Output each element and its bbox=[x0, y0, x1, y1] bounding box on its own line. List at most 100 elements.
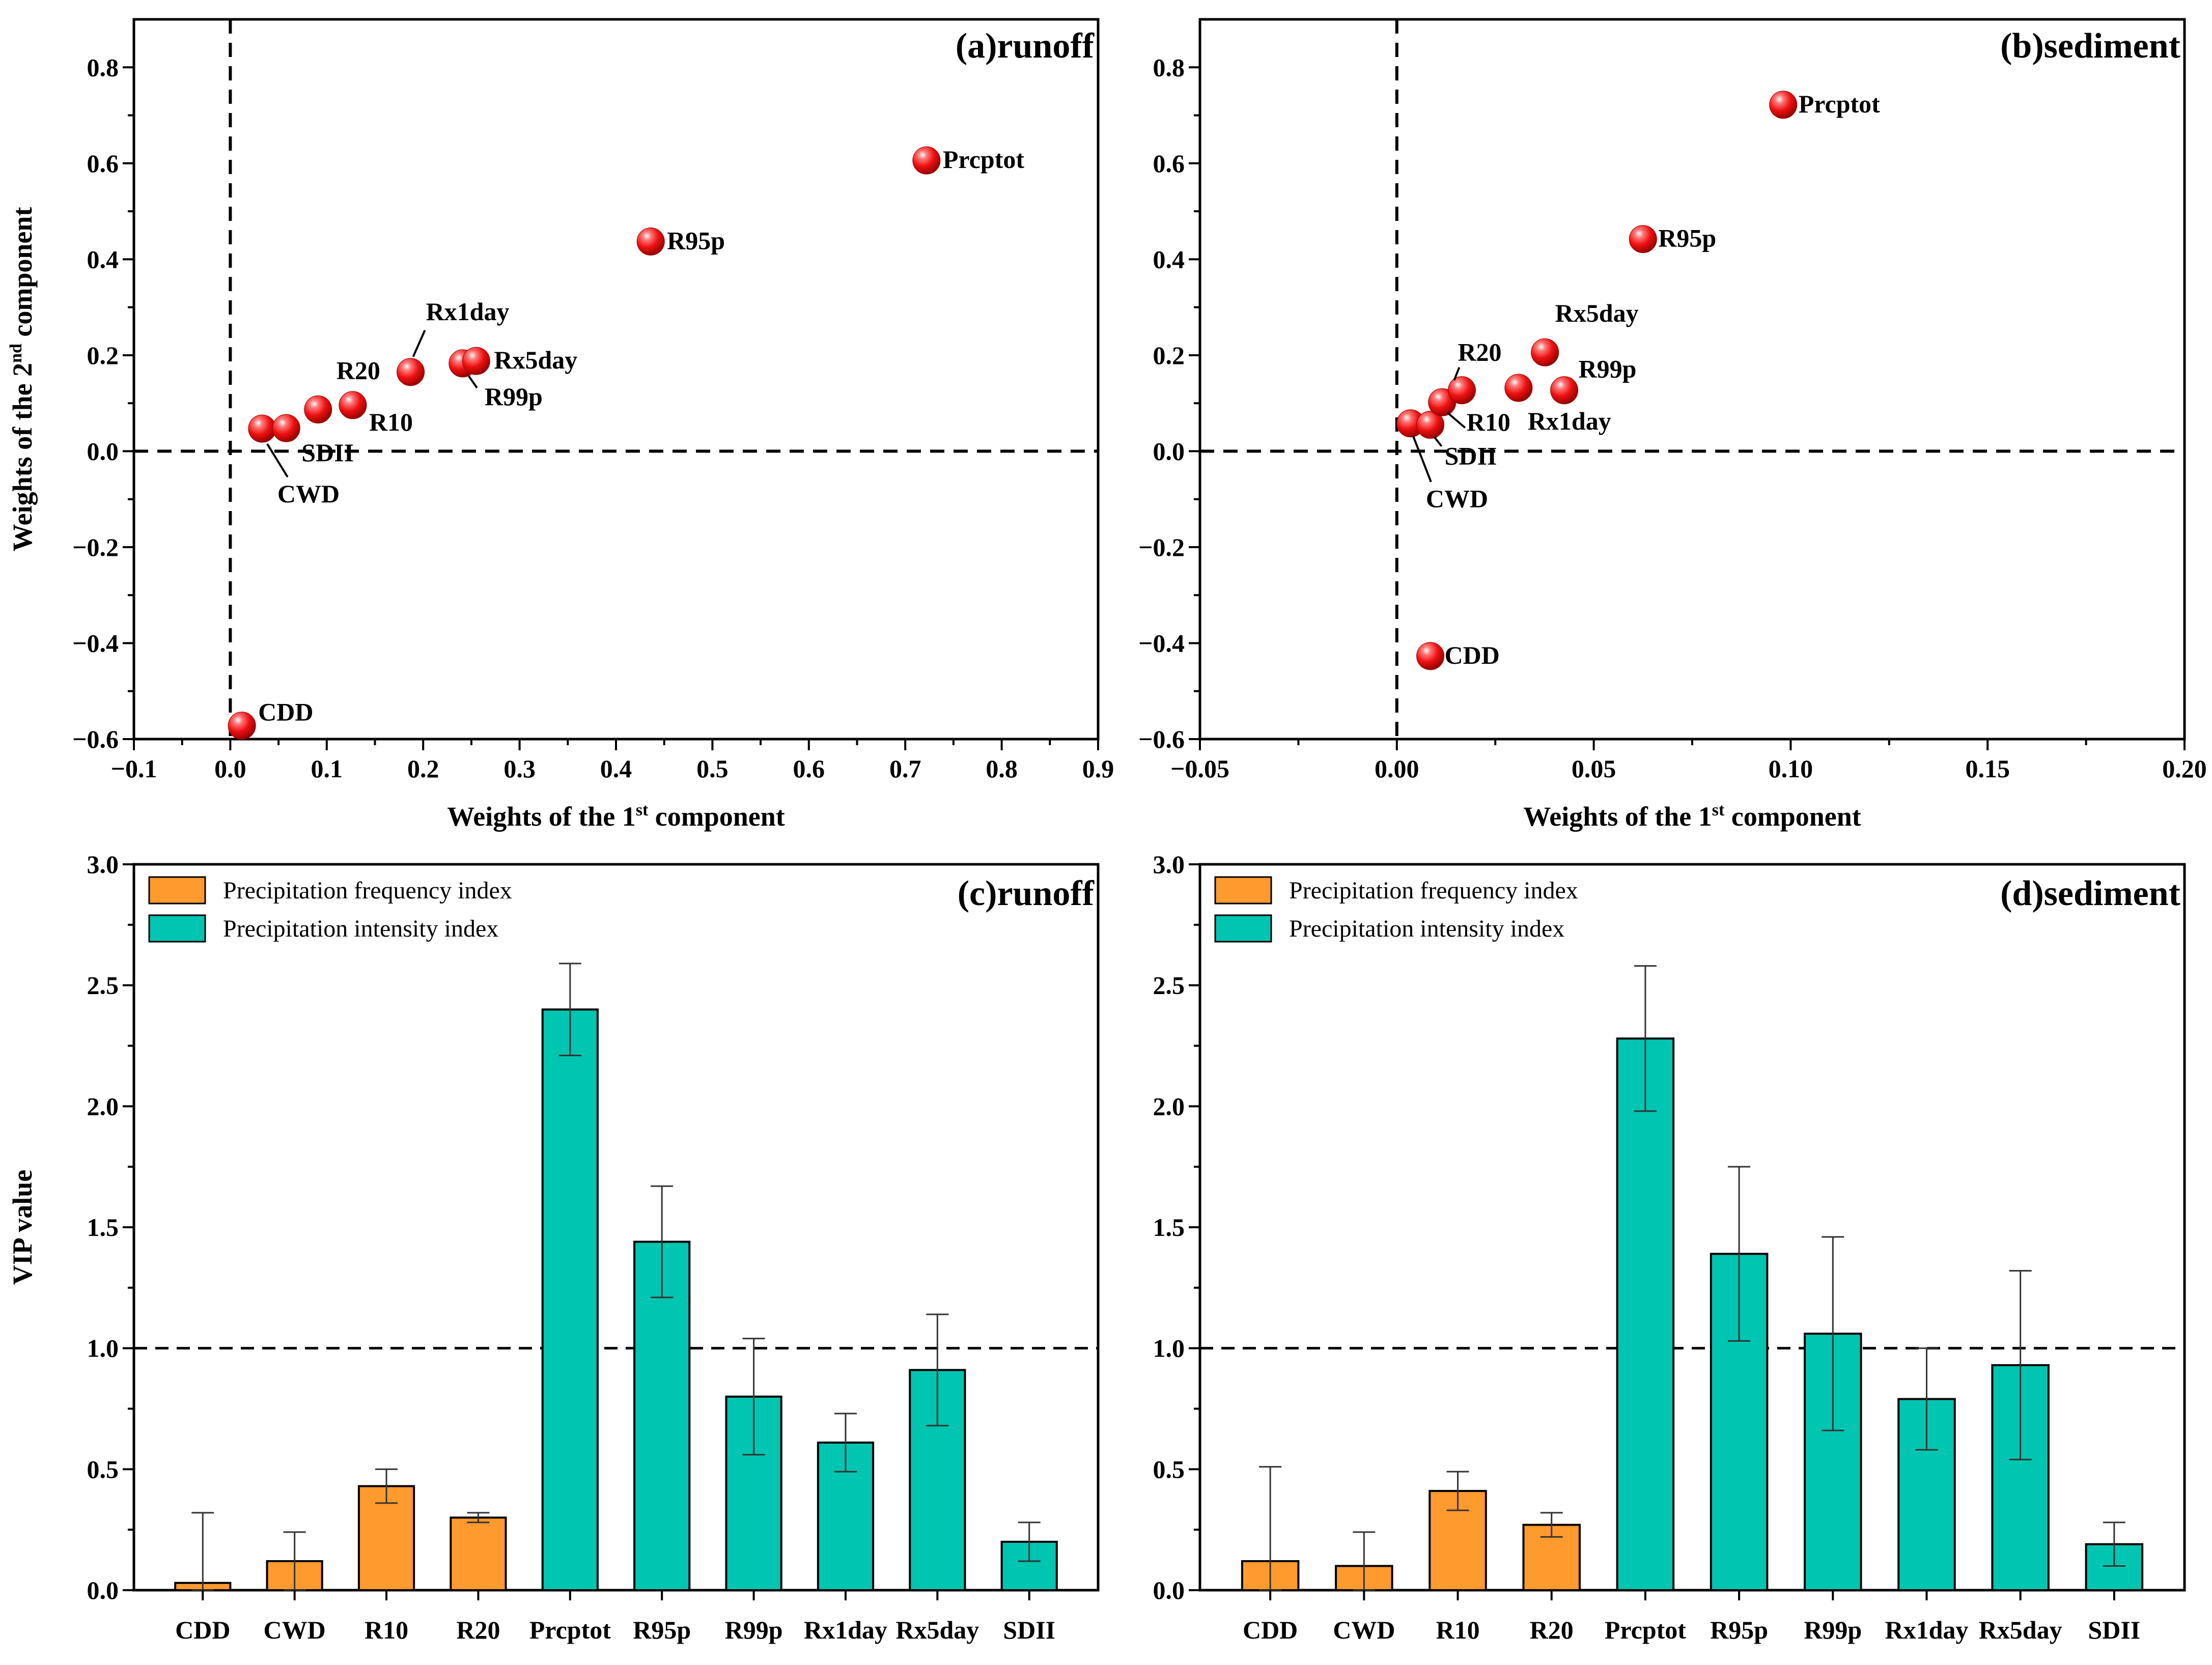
label-leader-line bbox=[1412, 436, 1432, 483]
y-tick-label: −0.4 bbox=[72, 629, 119, 657]
y-tick-label: 0.6 bbox=[1153, 149, 1185, 178]
x-tick-label: 0.2 bbox=[407, 754, 439, 783]
point-label-sdii: SDII bbox=[1445, 442, 1497, 470]
point-label-rx1day: Rx1day bbox=[426, 297, 510, 326]
point-rx1day bbox=[397, 358, 425, 386]
x-tick-label: −0.05 bbox=[1170, 754, 1229, 783]
point-r95p bbox=[1629, 225, 1657, 253]
x-tick-label-r95p: R95p bbox=[633, 1616, 691, 1644]
y-tick-label: −0.6 bbox=[1138, 725, 1185, 753]
y-tick-label: 0.8 bbox=[87, 53, 119, 81]
panel-b: −0.05 0.00 0.05 0.10 0.15 0.20 −0.6 −0.4 −0.2 0.0… bbox=[1138, 18, 2207, 832]
x-tick-label: 0.5 bbox=[696, 754, 729, 783]
bar-prcptot bbox=[541, 1008, 599, 1591]
y-tick-label: −0.2 bbox=[1138, 533, 1185, 561]
x-tick-label-r20: R20 bbox=[456, 1616, 500, 1644]
x-tick-label: 0.15 bbox=[1965, 754, 2010, 783]
label-leader-line bbox=[1446, 411, 1466, 429]
label-leader-line bbox=[266, 443, 289, 478]
label-leader-line bbox=[412, 330, 426, 357]
x-tick-label: 0.3 bbox=[503, 754, 536, 783]
x-tick-label: 0.4 bbox=[600, 754, 632, 783]
y-tick-label: −0.4 bbox=[1138, 629, 1185, 657]
point-sdii bbox=[272, 414, 300, 442]
x-tick-label-cdd: CDD bbox=[1243, 1616, 1298, 1644]
y-tick-label: 0.2 bbox=[1153, 341, 1185, 370]
axis-title-part: st bbox=[1712, 801, 1725, 820]
y-tick-label: 2.5 bbox=[1153, 971, 1185, 1000]
y-tick-label: 0.2 bbox=[87, 341, 119, 370]
x-tick-label-sdii: SDII bbox=[2088, 1616, 2140, 1644]
x-tick-label-prcptot: Prcptot bbox=[529, 1616, 611, 1644]
axis-title-part: Weights of the 1 bbox=[447, 801, 636, 832]
x-tick-label-cwd: CWD bbox=[264, 1616, 326, 1644]
axis-title-part: st bbox=[636, 801, 649, 820]
legend-label-intensity: Precipitation intensity index bbox=[223, 915, 498, 942]
plot-frame bbox=[1198, 18, 2186, 741]
panel-title: (d)sediment bbox=[2000, 874, 2180, 913]
panel-c: 0.0 0.5 1.0 1.5 2.0 2.5 3.0 VIP value CDD CWD R10 R… bbox=[7, 850, 1100, 1644]
y-axis-title: VIP value bbox=[7, 1170, 38, 1285]
bar-r20 bbox=[450, 1516, 507, 1591]
point-label-r20: R20 bbox=[1458, 338, 1501, 366]
y-tick-label: 0.8 bbox=[1153, 53, 1185, 81]
x-tick-label: 0.00 bbox=[1375, 754, 1419, 783]
y-axis-title: Weights of the 2nd component bbox=[7, 207, 38, 552]
y-tick-label: 1.0 bbox=[87, 1334, 119, 1363]
y-tick-label: 1.5 bbox=[87, 1213, 119, 1241]
point-r99p bbox=[1550, 376, 1579, 405]
y-tick-label: 2.5 bbox=[87, 971, 119, 1000]
point-label-prcptot: Prcptot bbox=[1799, 90, 1880, 118]
y-tick-label: 2.0 bbox=[1153, 1092, 1185, 1120]
x-tick-label: 0.8 bbox=[986, 754, 1018, 783]
point-r20 bbox=[1447, 376, 1476, 405]
label-leader-line bbox=[1433, 436, 1443, 447]
point-prcptot bbox=[1769, 91, 1798, 119]
point-label-rx5day: Rx5day bbox=[1555, 299, 1639, 327]
legend-swatch-intensity bbox=[148, 914, 206, 943]
point-rx5day bbox=[462, 347, 490, 375]
x-tick-label: 0.05 bbox=[1572, 754, 1616, 783]
y-tick-label: 1.5 bbox=[1153, 1213, 1185, 1241]
axis-title-part: Weights of the 1 bbox=[1523, 801, 1712, 832]
x-tick-label: −0.1 bbox=[111, 754, 157, 783]
y-tick-label: 0.5 bbox=[1153, 1455, 1185, 1483]
panel-title: (b)sediment bbox=[2000, 26, 2180, 66]
y-tick-label: 2.0 bbox=[87, 1092, 119, 1120]
y-tick-label: −0.2 bbox=[72, 533, 119, 561]
y-tick-label: 0.0 bbox=[1153, 437, 1185, 465]
x-tick-label-r10: R10 bbox=[1436, 1616, 1479, 1644]
point-label-cwd: CWD bbox=[1426, 485, 1488, 513]
legend-label-intensity: Precipitation intensity index bbox=[1289, 915, 1564, 942]
y-tick-label: 1.0 bbox=[1153, 1334, 1185, 1363]
point-rx5day bbox=[1531, 338, 1559, 366]
y-tick-label: 0.0 bbox=[1153, 1576, 1185, 1604]
legend-label-frequency: Precipitation frequency index bbox=[223, 877, 512, 904]
axis-title-part: component bbox=[7, 207, 38, 344]
point-cdd bbox=[228, 712, 256, 740]
point-sdii bbox=[1416, 411, 1445, 439]
panel-a: −0.1 0.0 0.1 0.2 0.3 0.4 0.5 0.6 0.7 0.8 0.9 −0.6 −0… bbox=[7, 18, 1114, 832]
x-tick-label-r20: R20 bbox=[1530, 1616, 1574, 1644]
point-label-r20: R20 bbox=[337, 356, 380, 384]
x-tick-label-rx5day: Rx5day bbox=[895, 1616, 979, 1644]
point-label-rx5day: Rx5day bbox=[494, 346, 577, 374]
x-tick-label-rx1day: Rx1day bbox=[1885, 1616, 1969, 1644]
x-tick-label: 0.7 bbox=[889, 754, 921, 783]
x-tick-label: 0.20 bbox=[2162, 754, 2207, 783]
point-prcptot bbox=[912, 146, 941, 175]
axis-title-part: component bbox=[648, 801, 785, 832]
point-label-r99p: R99p bbox=[485, 382, 543, 411]
x-tick-label-cwd: CWD bbox=[1333, 1616, 1395, 1644]
x-tick-label-r99p: R99p bbox=[725, 1616, 783, 1644]
x-tick-label: 0.0 bbox=[214, 754, 246, 783]
legend-swatch-frequency bbox=[1214, 876, 1272, 905]
axis-title-part: Weights of the 2 bbox=[7, 363, 38, 552]
point-label-r95p: R95p bbox=[1658, 224, 1716, 252]
point-label-r10: R10 bbox=[369, 408, 413, 436]
x-tick-label-rx5day: Rx5day bbox=[1979, 1616, 2062, 1644]
point-label-r99p: R99p bbox=[1579, 355, 1637, 383]
point-label-cdd: CDD bbox=[1445, 641, 1500, 669]
point-cwd bbox=[248, 414, 276, 443]
